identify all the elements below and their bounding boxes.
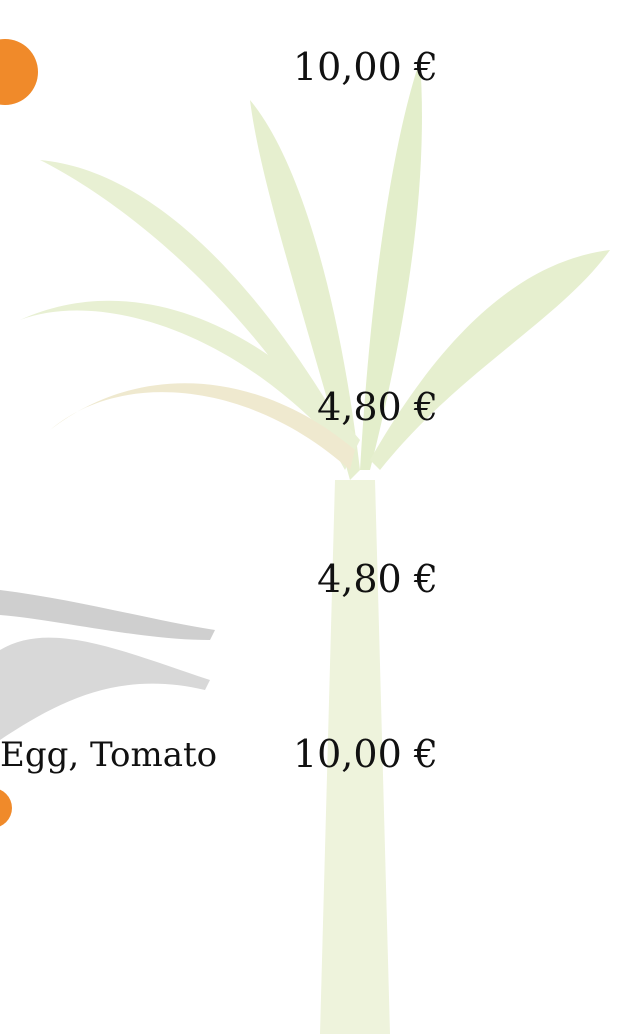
leaf	[370, 250, 610, 470]
leaf	[20, 300, 360, 460]
trunk	[320, 480, 390, 1034]
eye	[0, 637, 210, 740]
eye-brow	[0, 590, 215, 640]
price: 4,80 €	[317, 385, 438, 429]
icon	[0, 789, 12, 827]
leaf	[250, 100, 360, 480]
price: 10,00 €	[292, 732, 438, 776]
leaf	[360, 60, 422, 470]
price: 10,00 €	[292, 45, 438, 89]
leaf	[50, 383, 355, 470]
price: 4,80 €	[317, 557, 438, 601]
item-name: Egg, Tomato	[0, 735, 218, 775]
icon	[0, 39, 38, 105]
